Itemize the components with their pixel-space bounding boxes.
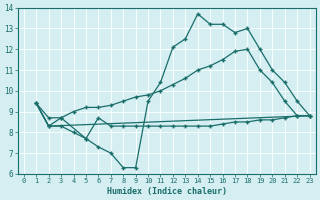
X-axis label: Humidex (Indice chaleur): Humidex (Indice chaleur) (107, 187, 227, 196)
